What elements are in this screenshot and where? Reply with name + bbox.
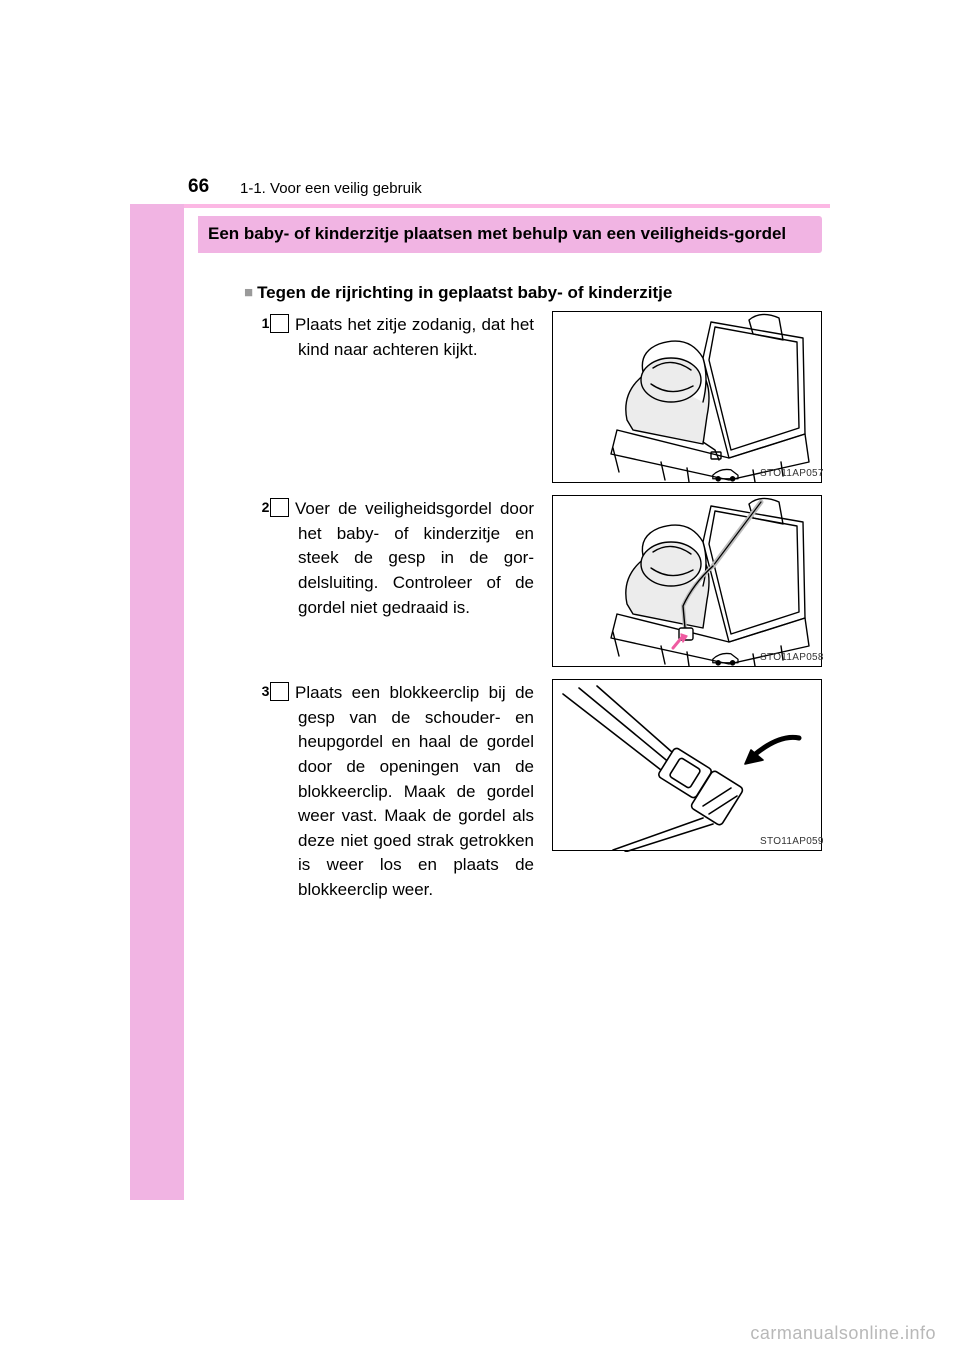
subheading-text: Tegen de rijrichting in geplaatst baby- … — [257, 283, 672, 302]
figure-3-caption: STO11AP059 — [760, 836, 824, 847]
section-heading-text: Een baby- of kinderzitje plaatsen met be… — [208, 223, 812, 246]
step-1-line: 1Plaats het zitje zodanig, dat het kind … — [298, 313, 534, 362]
figure-3 — [552, 679, 822, 851]
figure-1-svg — [553, 312, 823, 484]
step-1-text: Plaats het zitje zodanig, dat het kind n… — [295, 315, 534, 359]
bullet-square-icon: ■ — [244, 284, 253, 301]
step-1: 1 Plaats het zitje zodanig, dat het kind … — [270, 313, 534, 362]
step-2-line: 2Voer de veiligheidsgordel door het baby… — [298, 497, 534, 620]
step-3-number: 3 — [270, 682, 289, 701]
step-3-line: 3Plaats een blokkeerclip bij de gesp van… — [298, 681, 534, 903]
step-2: 2 Voer de veiligheidsgordel door het baby… — [270, 497, 534, 620]
section-path: 1-1. Voor een veilig gebruik — [240, 180, 422, 197]
step-1-number: 1 — [270, 314, 289, 333]
figure-3-svg — [553, 680, 823, 852]
figure-2 — [552, 495, 822, 667]
top-strip — [130, 204, 830, 208]
figure-2-svg — [553, 496, 823, 668]
manual-page: 66 1-1. Voor een veilig gebruik Een baby… — [0, 0, 960, 1358]
footer-watermark: carmanualsonline.info — [750, 1323, 936, 1344]
step-3-text: Plaats een blokkeerclip bij de gesp van … — [295, 683, 534, 899]
figure-2-caption: STO11AP058 — [760, 652, 824, 663]
step-3: 3 Plaats een blokkeerclip bij de gesp van… — [270, 681, 534, 903]
figure-1 — [552, 311, 822, 483]
subheading: ■Tegen de rijrichting in geplaatst baby-… — [244, 283, 672, 303]
sidebar-strip — [130, 204, 184, 1200]
step-2-number: 2 — [270, 498, 289, 517]
step-2-text: Voer de veiligheidsgordel door het baby-… — [295, 499, 534, 617]
page-number: 66 — [188, 176, 209, 198]
section-heading-banner: Een baby- of kinderzitje plaatsen met be… — [198, 216, 822, 253]
figure-1-caption: STO11AP057 — [760, 468, 824, 479]
